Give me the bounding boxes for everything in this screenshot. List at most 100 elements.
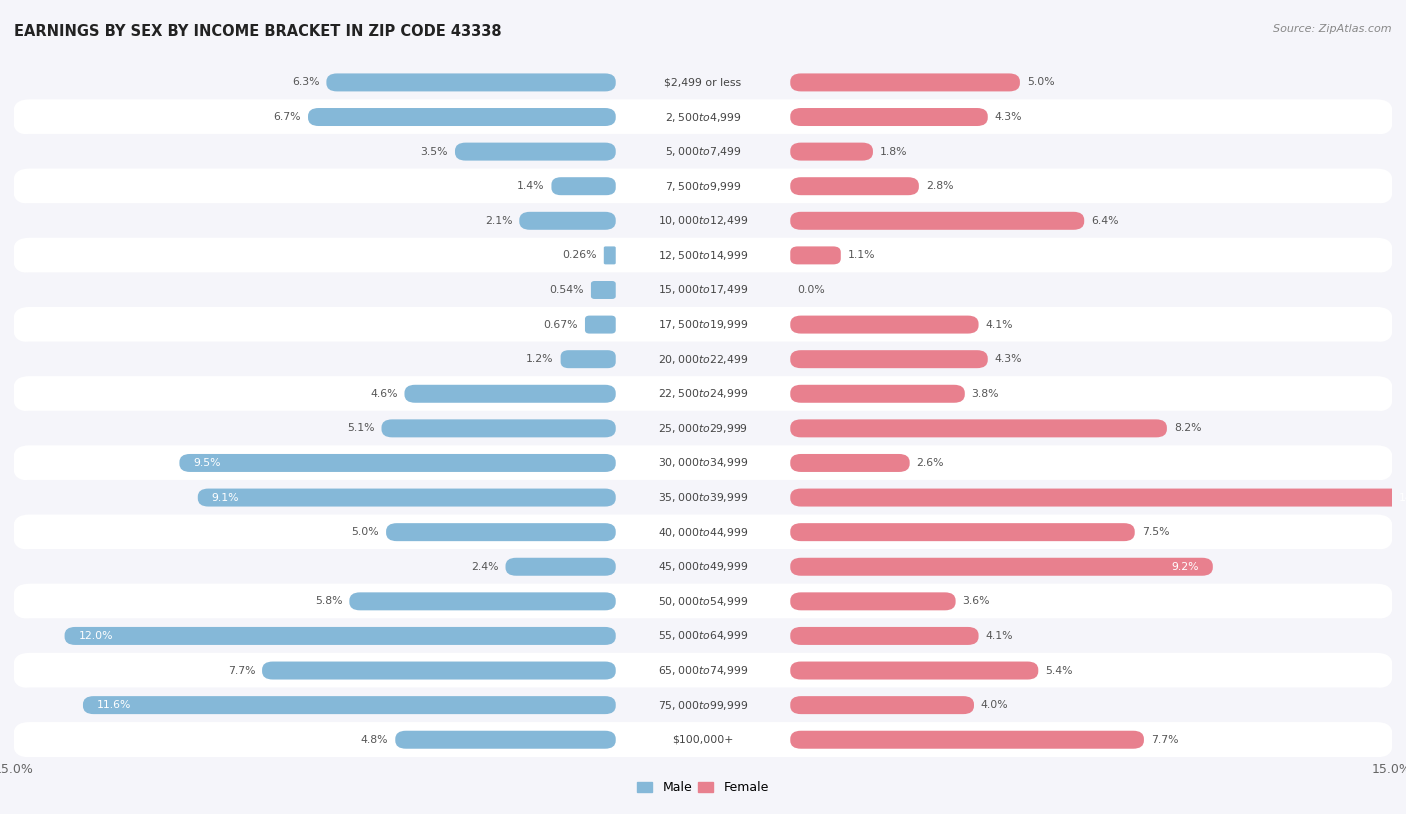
FancyBboxPatch shape <box>790 108 988 126</box>
Text: 9.1%: 9.1% <box>211 492 239 502</box>
FancyBboxPatch shape <box>14 342 1392 377</box>
FancyBboxPatch shape <box>381 419 616 437</box>
Text: $17,500 to $19,999: $17,500 to $19,999 <box>658 318 748 331</box>
Text: $45,000 to $49,999: $45,000 to $49,999 <box>658 560 748 573</box>
FancyBboxPatch shape <box>349 593 616 610</box>
Text: 4.1%: 4.1% <box>986 320 1012 330</box>
Text: $10,000 to $12,499: $10,000 to $12,499 <box>658 214 748 227</box>
FancyBboxPatch shape <box>387 523 616 541</box>
FancyBboxPatch shape <box>585 316 616 334</box>
Text: 4.6%: 4.6% <box>370 389 398 399</box>
Text: $2,500 to $4,999: $2,500 to $4,999 <box>665 111 741 124</box>
Text: 3.8%: 3.8% <box>972 389 1000 399</box>
FancyBboxPatch shape <box>790 212 1084 230</box>
Text: 0.0%: 0.0% <box>797 285 825 295</box>
Text: 1.4%: 1.4% <box>517 182 544 191</box>
Text: 6.3%: 6.3% <box>292 77 319 87</box>
FancyBboxPatch shape <box>14 549 1392 584</box>
Text: $22,500 to $24,999: $22,500 to $24,999 <box>658 387 748 400</box>
FancyBboxPatch shape <box>519 212 616 230</box>
Text: 0.67%: 0.67% <box>544 320 578 330</box>
Text: $20,000 to $22,499: $20,000 to $22,499 <box>658 352 748 365</box>
Text: 9.2%: 9.2% <box>1171 562 1199 571</box>
Text: 7.7%: 7.7% <box>228 666 256 676</box>
FancyBboxPatch shape <box>790 558 1213 575</box>
Text: 9.5%: 9.5% <box>193 458 221 468</box>
FancyBboxPatch shape <box>14 168 1392 204</box>
FancyBboxPatch shape <box>14 619 1392 654</box>
Text: 4.3%: 4.3% <box>994 354 1022 364</box>
Text: 6.7%: 6.7% <box>274 112 301 122</box>
FancyBboxPatch shape <box>790 350 988 368</box>
Text: 1.8%: 1.8% <box>880 147 907 156</box>
Text: 1.1%: 1.1% <box>848 251 875 260</box>
FancyBboxPatch shape <box>551 177 616 195</box>
Text: 5.0%: 5.0% <box>1026 77 1054 87</box>
Text: 2.6%: 2.6% <box>917 458 943 468</box>
FancyBboxPatch shape <box>14 688 1392 723</box>
Text: $50,000 to $54,999: $50,000 to $54,999 <box>658 595 748 608</box>
FancyBboxPatch shape <box>14 653 1392 688</box>
Text: 4.8%: 4.8% <box>361 735 388 745</box>
FancyBboxPatch shape <box>790 177 920 195</box>
Text: 8.2%: 8.2% <box>1174 423 1201 433</box>
Text: $5,000 to $7,499: $5,000 to $7,499 <box>665 145 741 158</box>
FancyBboxPatch shape <box>790 523 1135 541</box>
Text: $15,000 to $17,499: $15,000 to $17,499 <box>658 283 748 296</box>
FancyBboxPatch shape <box>14 238 1392 273</box>
FancyBboxPatch shape <box>14 514 1392 549</box>
FancyBboxPatch shape <box>591 281 616 299</box>
FancyBboxPatch shape <box>790 316 979 334</box>
FancyBboxPatch shape <box>14 445 1392 480</box>
Text: $30,000 to $34,999: $30,000 to $34,999 <box>658 457 748 470</box>
FancyBboxPatch shape <box>790 247 841 265</box>
Text: $75,000 to $99,999: $75,000 to $99,999 <box>658 698 748 711</box>
Text: $40,000 to $44,999: $40,000 to $44,999 <box>658 526 748 539</box>
FancyBboxPatch shape <box>456 142 616 160</box>
Text: 5.1%: 5.1% <box>347 423 374 433</box>
Text: 0.54%: 0.54% <box>550 285 583 295</box>
FancyBboxPatch shape <box>790 731 1144 749</box>
Text: 7.5%: 7.5% <box>1142 527 1170 537</box>
FancyBboxPatch shape <box>14 99 1392 134</box>
FancyBboxPatch shape <box>180 454 616 472</box>
Text: 2.4%: 2.4% <box>471 562 499 571</box>
FancyBboxPatch shape <box>405 385 616 403</box>
Text: 0.26%: 0.26% <box>562 251 598 260</box>
Text: 5.0%: 5.0% <box>352 527 380 537</box>
Text: $35,000 to $39,999: $35,000 to $39,999 <box>658 491 748 504</box>
Text: $65,000 to $74,999: $65,000 to $74,999 <box>658 664 748 677</box>
FancyBboxPatch shape <box>603 247 616 265</box>
FancyBboxPatch shape <box>790 419 1167 437</box>
Text: 3.5%: 3.5% <box>420 147 449 156</box>
FancyBboxPatch shape <box>83 696 616 714</box>
FancyBboxPatch shape <box>790 73 1019 91</box>
FancyBboxPatch shape <box>14 273 1392 308</box>
FancyBboxPatch shape <box>14 480 1392 515</box>
FancyBboxPatch shape <box>14 307 1392 342</box>
FancyBboxPatch shape <box>790 142 873 160</box>
Text: 3.6%: 3.6% <box>963 597 990 606</box>
Text: 14.3%: 14.3% <box>1399 492 1406 502</box>
FancyBboxPatch shape <box>790 385 965 403</box>
FancyBboxPatch shape <box>198 488 616 506</box>
Text: $2,499 or less: $2,499 or less <box>665 77 741 87</box>
FancyBboxPatch shape <box>506 558 616 575</box>
FancyBboxPatch shape <box>262 662 616 680</box>
FancyBboxPatch shape <box>14 65 1392 100</box>
Text: 2.1%: 2.1% <box>485 216 512 225</box>
Text: 5.4%: 5.4% <box>1045 666 1073 676</box>
FancyBboxPatch shape <box>790 696 974 714</box>
FancyBboxPatch shape <box>790 593 956 610</box>
Text: $100,000+: $100,000+ <box>672 735 734 745</box>
Text: $55,000 to $64,999: $55,000 to $64,999 <box>658 629 748 642</box>
FancyBboxPatch shape <box>14 722 1392 757</box>
Text: Source: ZipAtlas.com: Source: ZipAtlas.com <box>1274 24 1392 34</box>
Text: 1.2%: 1.2% <box>526 354 554 364</box>
FancyBboxPatch shape <box>14 134 1392 169</box>
FancyBboxPatch shape <box>14 376 1392 411</box>
FancyBboxPatch shape <box>65 627 616 645</box>
Text: 11.6%: 11.6% <box>97 700 131 710</box>
FancyBboxPatch shape <box>790 454 910 472</box>
Text: 7.7%: 7.7% <box>1152 735 1178 745</box>
